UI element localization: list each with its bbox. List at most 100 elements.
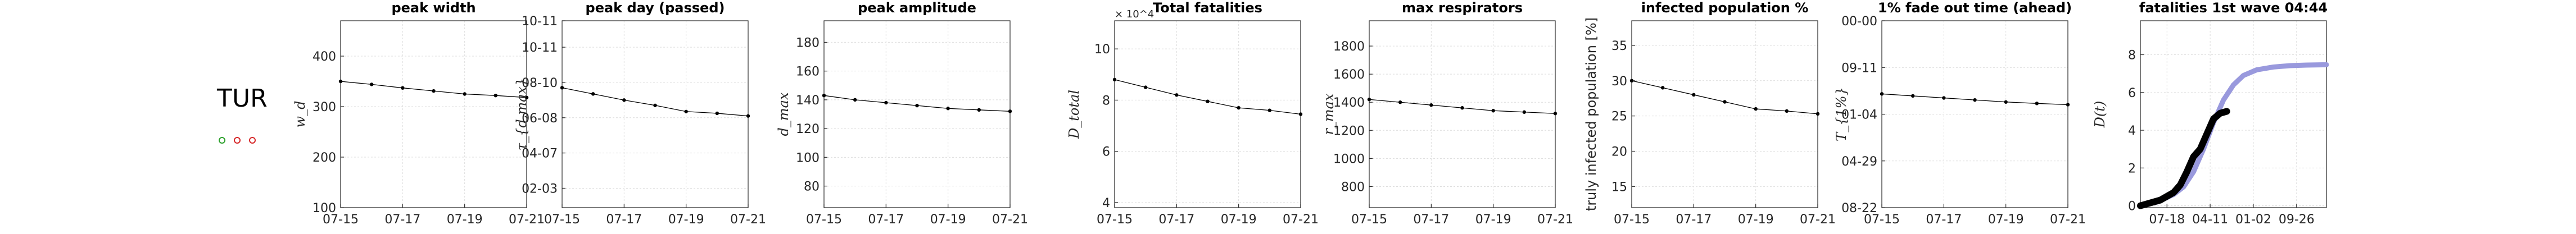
y-tick-label: 400	[313, 50, 336, 64]
x-tick-label: 07-15	[1864, 213, 1900, 227]
data-point	[1267, 108, 1272, 112]
x-tick-label: 07-19	[447, 213, 483, 227]
x-tick-label: 07-21	[1283, 213, 1319, 227]
axes-frame	[562, 20, 749, 208]
y-axis-label: d_max	[776, 92, 791, 136]
data-point	[1692, 93, 1696, 97]
y-tick-label: 100	[313, 201, 336, 215]
y-tick-label: 10	[1094, 43, 1110, 57]
y-tick-label: 0	[2128, 200, 2136, 214]
y-tick-label: 1600	[1333, 68, 1365, 82]
y-tick-label: 1400	[1333, 96, 1365, 110]
y-axis-label: D_total	[1066, 90, 1082, 139]
observed-data-curve	[2137, 108, 2230, 209]
y-tick-label: 8	[1102, 94, 1110, 108]
x-tick-label: 07-21	[730, 213, 766, 227]
y-tick-label: 06-08	[522, 112, 558, 126]
model-fit-curve	[2138, 62, 2329, 209]
y-tick-label: 160	[796, 65, 820, 79]
y-tick-label: 01-04	[1841, 108, 1877, 122]
y-axis-label: τ_{d,max}	[514, 78, 529, 150]
x-tick-label: 01-02	[2235, 213, 2271, 227]
data-point	[1398, 100, 1402, 104]
x-tick-label: 07-15	[1614, 213, 1650, 227]
data-point	[715, 111, 719, 116]
data-point	[946, 107, 950, 111]
axes-frame	[340, 20, 527, 208]
data-point	[1143, 85, 1148, 89]
y-tick-label: 800	[1341, 180, 1365, 194]
x-tick-label: 07-19	[668, 213, 704, 227]
chart-panel-1: 100 200 300 400 07-15 07-17 07-19 07-21 peak wid…	[292, 0, 545, 227]
data-point	[1460, 106, 1464, 110]
chart-title: peak day (passed)	[586, 0, 725, 16]
x-tick-label: 07-21	[1800, 213, 1836, 227]
data-point	[560, 86, 564, 90]
data-point	[684, 109, 688, 113]
data-point	[591, 92, 595, 96]
series-line	[1631, 80, 1818, 114]
x-tick-label: 07-15	[1351, 213, 1387, 227]
data-point	[1429, 103, 1433, 107]
data-point	[494, 94, 498, 98]
data-point	[1008, 109, 1012, 113]
data-point	[401, 86, 405, 90]
y-tick-label: 6	[2128, 86, 2136, 100]
chart-panel-6: 15 20 25 30 35 07-15 07-17 07-19 07-21 infected p…	[1583, 0, 1836, 227]
y-tick-label: 30	[1611, 75, 1627, 89]
x-tick-label: 07-17	[868, 213, 904, 227]
y-tick-label: 02-03	[522, 182, 558, 196]
data-point	[622, 98, 626, 102]
y-exponent-label: × 10^4	[1115, 8, 1154, 20]
x-tick-label: 07-17	[606, 213, 642, 227]
series-line	[823, 95, 1011, 112]
data-point	[746, 114, 750, 118]
green-circle-marker	[219, 137, 225, 144]
red-circle-2-marker	[249, 137, 256, 144]
data-point	[1880, 92, 1884, 96]
y-tick-label: 300	[313, 100, 336, 114]
data-point	[432, 89, 436, 93]
chart-title: peak amplitude	[858, 0, 976, 16]
chart-title: infected population %	[1641, 0, 1809, 16]
data-point	[2066, 103, 2070, 107]
x-tick-label: 09-26	[2279, 213, 2315, 227]
x-tick-label: 07-17	[384, 213, 420, 227]
y-axis-label: T_{1%}	[1833, 87, 1849, 141]
data-point	[1553, 112, 1558, 116]
data-point	[1237, 105, 1241, 110]
y-tick-label: 4	[1102, 196, 1110, 210]
data-point	[1298, 112, 1303, 116]
chart-panel-2: 02-03 04-07 06-08 08-10 10-11 10-11 07-15 07-17…	[514, 0, 766, 227]
x-tick-label: 07-17	[1413, 213, 1449, 227]
x-tick-label: 07-15	[1097, 213, 1133, 227]
chart-panel-8: 0 2 4 6 8 07-18 04-11 01-02 09-26 fatalities 1st …	[2092, 0, 2329, 227]
data-point	[853, 98, 857, 102]
x-tick-label: 07-19	[1221, 213, 1257, 227]
data-point	[1942, 96, 1946, 100]
data-point	[1973, 98, 1977, 102]
data-point	[369, 82, 374, 86]
data-point	[1629, 79, 1634, 83]
data-point	[524, 95, 529, 99]
chart-panel-7: 08-22 04-29 01-04 09-11 00-00 07-15 07-17 07-19…	[1833, 0, 2086, 227]
data-point	[822, 94, 826, 98]
x-tick-label: 07-17	[1158, 213, 1194, 227]
x-tick-label: 07-18	[2149, 213, 2185, 227]
data-point	[1175, 93, 1179, 97]
y-axis-label: truly infected population [%]	[1583, 17, 1599, 211]
data-point	[2004, 100, 2008, 104]
x-tick-label: 04-11	[2192, 213, 2228, 227]
y-tick-label: 120	[796, 122, 820, 136]
x-tick-label: 07-19	[930, 213, 966, 227]
y-tick-label: 1800	[1333, 40, 1365, 54]
y-tick-label: 140	[796, 94, 820, 108]
y-tick-label: 04-29	[1841, 155, 1877, 169]
data-point	[1491, 109, 1495, 113]
chart-title: peak width	[391, 0, 476, 16]
y-tick-label: 1000	[1333, 152, 1365, 166]
axes-frame	[1881, 20, 2068, 208]
y-tick-label: 8	[2128, 49, 2136, 63]
data-point	[1816, 112, 1820, 116]
